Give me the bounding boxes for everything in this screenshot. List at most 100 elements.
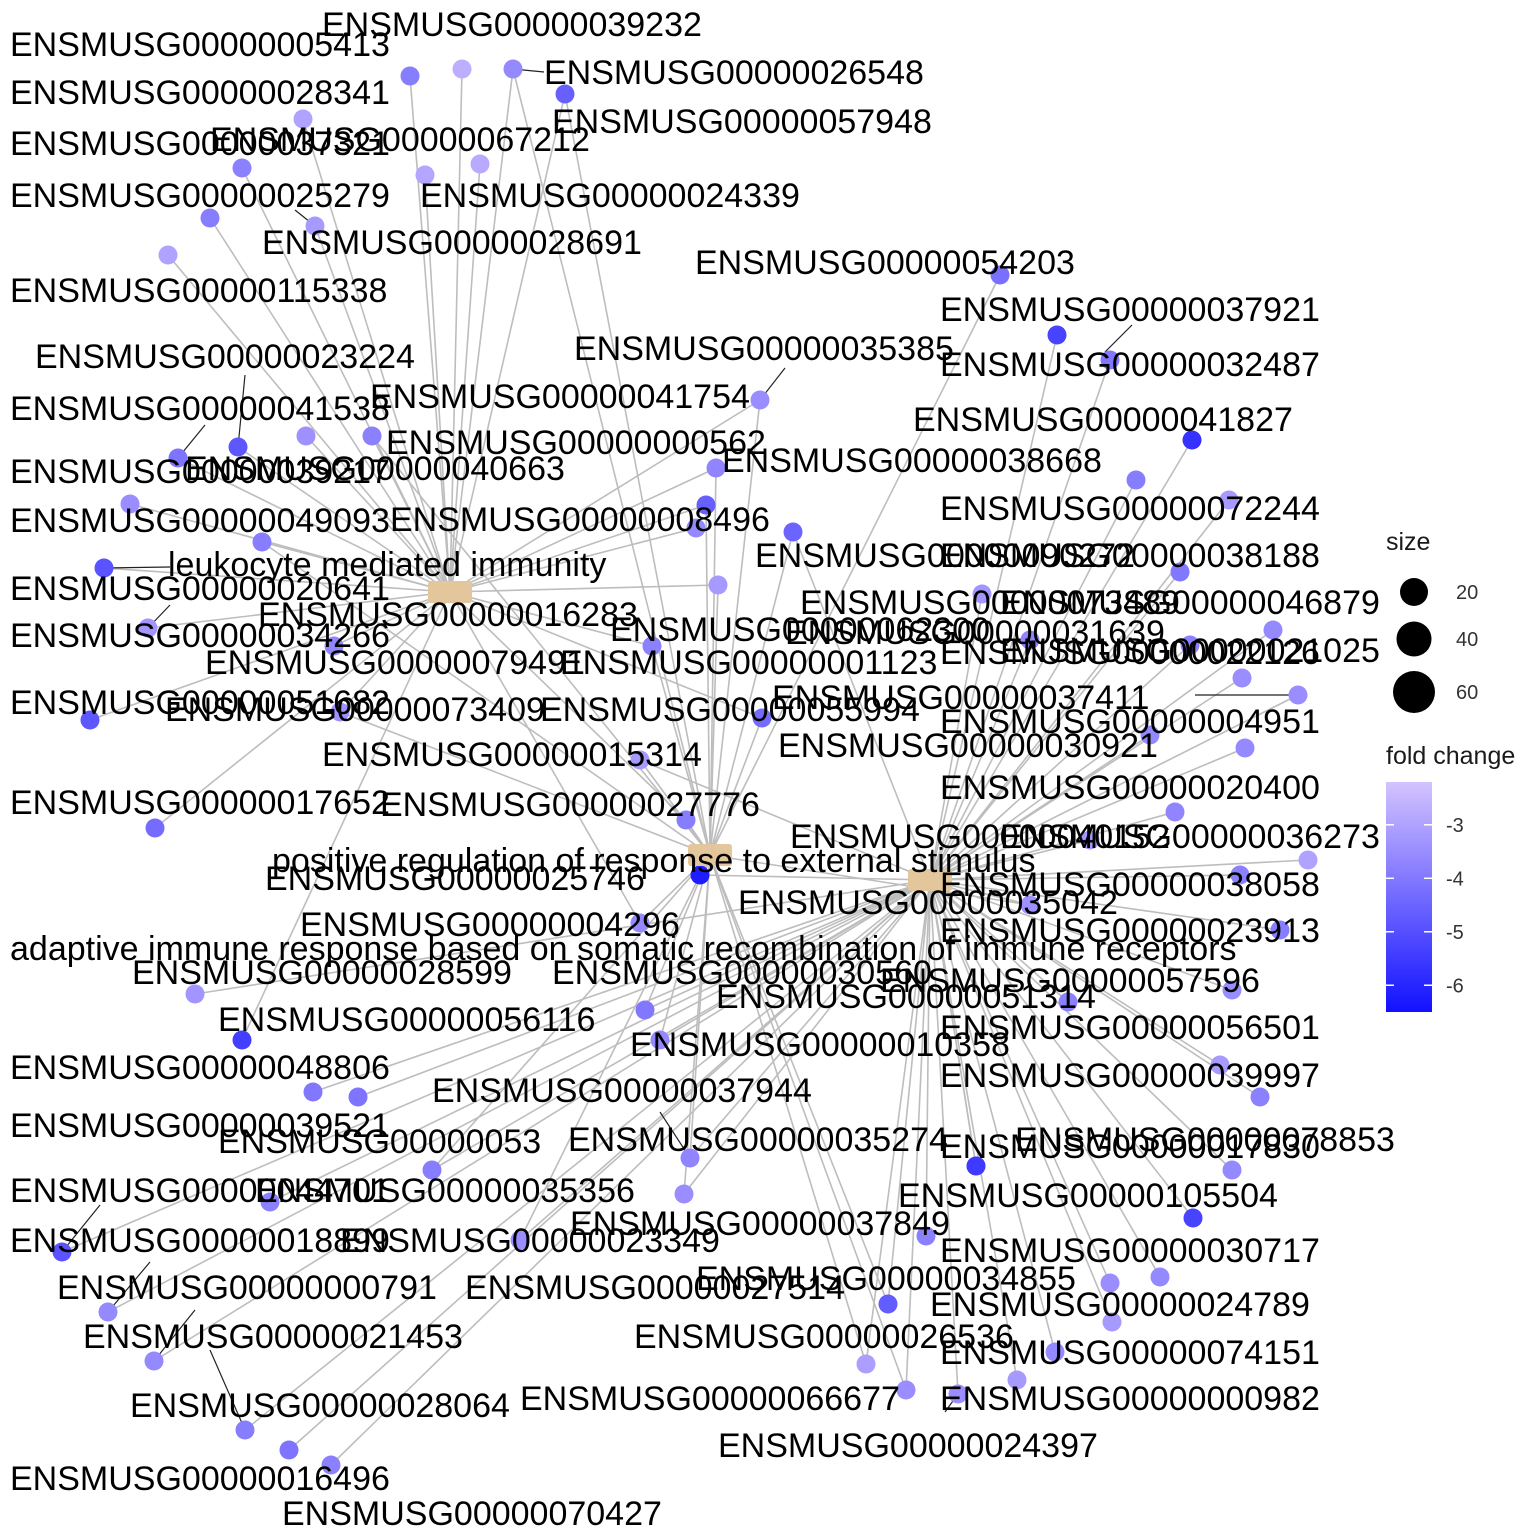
gene-node[interactable] bbox=[1288, 685, 1308, 705]
gene-node[interactable] bbox=[1222, 980, 1242, 1000]
gene-node[interactable] bbox=[94, 558, 114, 578]
gene-node[interactable] bbox=[1230, 865, 1250, 885]
gene-node[interactable] bbox=[990, 265, 1010, 285]
gene-node[interactable] bbox=[98, 1302, 118, 1322]
gene-node[interactable] bbox=[470, 154, 490, 174]
gene-node[interactable] bbox=[896, 1380, 916, 1400]
gene-node[interactable] bbox=[348, 1087, 368, 1107]
gene-category-edge bbox=[312, 879, 931, 1093]
gene-node[interactable] bbox=[503, 59, 523, 79]
gene-node[interactable] bbox=[676, 810, 696, 830]
gene-node[interactable] bbox=[966, 1156, 986, 1176]
gene-category-edge bbox=[449, 591, 653, 647]
gene-node[interactable] bbox=[138, 618, 158, 638]
gene-node[interactable] bbox=[235, 1420, 255, 1440]
gene-node[interactable] bbox=[916, 1226, 936, 1246]
category-node[interactable] bbox=[428, 581, 472, 603]
gene-node[interactable] bbox=[630, 750, 650, 770]
gene-category-edge bbox=[929, 694, 1299, 881]
gene-node[interactable] bbox=[415, 165, 435, 185]
gene-node[interactable] bbox=[674, 1184, 694, 1204]
gene-node[interactable] bbox=[1183, 1208, 1203, 1228]
gene-node[interactable] bbox=[783, 522, 803, 542]
gene-node[interactable] bbox=[878, 1294, 898, 1314]
gene-node[interactable] bbox=[321, 1455, 341, 1475]
gene-node[interactable] bbox=[1170, 562, 1190, 582]
gene-node[interactable] bbox=[330, 702, 350, 722]
gene-node[interactable] bbox=[630, 913, 650, 933]
gene-node[interactable] bbox=[1270, 920, 1290, 940]
gene-node[interactable] bbox=[856, 1354, 876, 1374]
gene-node[interactable] bbox=[1047, 325, 1067, 345]
gene-category-edge bbox=[929, 839, 1091, 881]
gene-node[interactable] bbox=[158, 245, 178, 265]
gene-node[interactable] bbox=[252, 532, 272, 552]
gene-node[interactable] bbox=[232, 1030, 252, 1050]
gene-node[interactable] bbox=[1210, 1055, 1230, 1075]
gene-node[interactable] bbox=[168, 448, 188, 468]
gene-node[interactable] bbox=[706, 458, 726, 478]
category-node[interactable] bbox=[908, 869, 952, 891]
gene-node[interactable] bbox=[650, 1030, 670, 1050]
gene-node[interactable] bbox=[200, 208, 220, 228]
gene-node[interactable] bbox=[228, 437, 248, 457]
gene-node[interactable] bbox=[1180, 635, 1200, 655]
gene-node[interactable] bbox=[1140, 725, 1160, 745]
gene-node[interactable] bbox=[642, 636, 662, 656]
gene-node[interactable] bbox=[972, 584, 992, 604]
gene-node[interactable] bbox=[1007, 1370, 1027, 1390]
gene-node[interactable] bbox=[1020, 630, 1040, 650]
gene-node[interactable] bbox=[80, 710, 100, 730]
gene-node[interactable] bbox=[400, 66, 420, 86]
gene-node[interactable] bbox=[452, 59, 472, 79]
gene-node[interactable] bbox=[635, 1000, 655, 1020]
gene-node[interactable] bbox=[555, 84, 575, 104]
gene-node[interactable] bbox=[696, 495, 716, 515]
category-label-layer: leukocyte mediated immunity positive regu… bbox=[10, 546, 1237, 968]
gene-node[interactable] bbox=[260, 1192, 280, 1212]
gene-node[interactable] bbox=[1020, 895, 1040, 915]
gene-node[interactable] bbox=[1182, 430, 1202, 450]
gene-node[interactable] bbox=[1263, 620, 1283, 640]
gene-node[interactable] bbox=[1045, 1342, 1065, 1362]
gene-label: ENSMUSG00000072244 bbox=[940, 490, 1320, 528]
gene-node[interactable] bbox=[185, 984, 205, 1004]
gene-node[interactable] bbox=[752, 708, 772, 728]
gene-node[interactable] bbox=[120, 494, 140, 514]
gene-node[interactable] bbox=[296, 426, 316, 446]
gene-node[interactable] bbox=[1100, 350, 1120, 370]
gene-node[interactable] bbox=[680, 1148, 700, 1168]
gene-node[interactable] bbox=[145, 818, 165, 838]
gene-node[interactable] bbox=[750, 390, 770, 410]
gene-node[interactable] bbox=[1080, 830, 1100, 850]
gene-node[interactable] bbox=[948, 1384, 968, 1404]
gene-node[interactable] bbox=[303, 1082, 323, 1102]
gene-node[interactable] bbox=[1222, 1160, 1242, 1180]
gene-node[interactable] bbox=[510, 1230, 530, 1250]
gene-node[interactable] bbox=[1232, 668, 1252, 688]
gene-node[interactable] bbox=[1219, 490, 1239, 510]
gene-node[interactable] bbox=[144, 1351, 164, 1371]
gene-node[interactable] bbox=[324, 636, 344, 656]
gene-node[interactable] bbox=[305, 216, 325, 236]
gene-node[interactable] bbox=[1126, 470, 1146, 490]
gene-node[interactable] bbox=[293, 109, 313, 129]
gene-node[interactable] bbox=[232, 158, 252, 178]
gene-node[interactable] bbox=[1102, 1312, 1122, 1332]
gene-node[interactable] bbox=[1298, 850, 1318, 870]
gene-node[interactable] bbox=[1100, 1273, 1120, 1293]
gene-node[interactable] bbox=[422, 1160, 442, 1180]
gene-node[interactable] bbox=[1150, 1267, 1170, 1287]
gene-node[interactable] bbox=[1250, 1087, 1270, 1107]
gene-node[interactable] bbox=[1058, 992, 1078, 1012]
gene-node[interactable] bbox=[708, 575, 728, 595]
gene-node[interactable] bbox=[1165, 802, 1185, 822]
gene-node[interactable] bbox=[690, 865, 710, 885]
category-node[interactable] bbox=[688, 844, 732, 866]
gene-node[interactable] bbox=[362, 426, 382, 446]
gene-node[interactable] bbox=[52, 1242, 72, 1262]
gene-label: ENSMUSG00000020641 bbox=[10, 570, 390, 608]
gene-node[interactable] bbox=[1235, 738, 1255, 758]
gene-node[interactable] bbox=[279, 1440, 299, 1460]
gene-node[interactable] bbox=[686, 518, 706, 538]
